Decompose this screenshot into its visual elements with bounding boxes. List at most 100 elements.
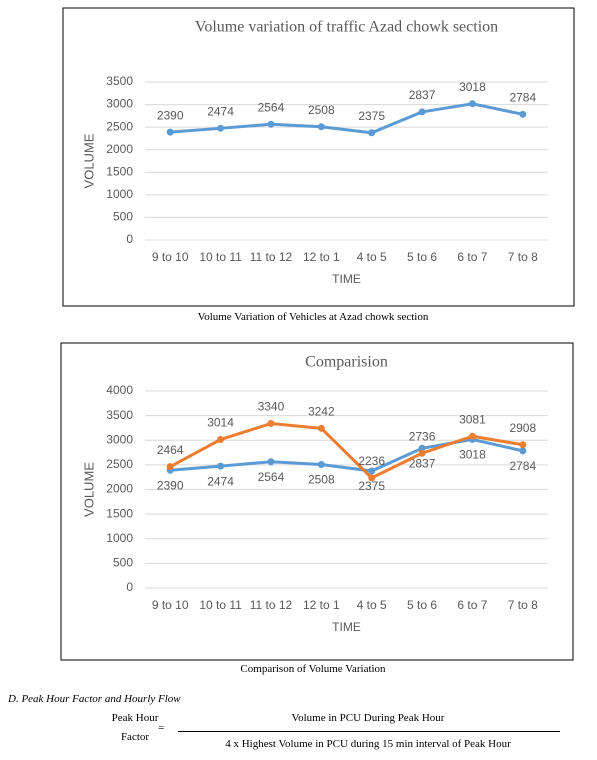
data-label: 2837: [409, 88, 436, 102]
data-point: [368, 467, 376, 475]
charts: Volume variation of traffic Azad chowk s…: [60, 7, 575, 661]
data-label: 2375: [358, 109, 385, 123]
data-point: [418, 449, 426, 457]
chart-title: Volume variation of traffic Azad chowk s…: [195, 19, 498, 36]
y-tick-label: 3000: [106, 432, 133, 446]
x-tick-label: 4 to 5: [357, 250, 387, 264]
data-label: 2837: [409, 456, 436, 470]
formula-lhs: Peak Hour: [111, 712, 159, 724]
data-label: 2784: [509, 459, 536, 473]
x-tick-label: 11 to 12: [250, 598, 293, 612]
data-label: 2736: [409, 429, 436, 443]
x-tick-label: 5 to 6: [407, 598, 437, 612]
data-label: 3081: [459, 412, 486, 426]
data-label: 2908: [509, 421, 536, 435]
data-point: [317, 424, 325, 432]
y-tick-label: 3500: [106, 408, 133, 422]
x-tick-label: 6 to 7: [457, 598, 487, 612]
data-point: [166, 463, 174, 471]
data-point: [267, 120, 275, 128]
formula-lhs: Factor: [120, 731, 150, 743]
data-label: 2236: [358, 454, 385, 468]
data-point: [317, 123, 325, 131]
formula-denominator: 4 x Highest Volume in PCU during 15 min …: [225, 738, 511, 750]
data-label: 2390: [157, 478, 184, 492]
data-point: [519, 447, 527, 455]
x-tick-label: 4 to 5: [357, 598, 387, 612]
data-point: [217, 436, 225, 444]
data-label: 2564: [258, 100, 285, 114]
series-line: [170, 102, 524, 135]
data-point: [468, 432, 476, 440]
data-label: 3242: [308, 405, 335, 419]
data-point: [317, 460, 325, 468]
y-tick-label: 500: [113, 210, 133, 224]
data-point: [418, 444, 426, 452]
data-point: [519, 441, 527, 449]
y-axis-label: VOLUME: [81, 133, 96, 188]
data-point: [468, 100, 476, 108]
x-axis-label: TIME: [332, 272, 361, 286]
data-label: 3018: [459, 448, 486, 462]
data-point: [217, 124, 225, 132]
x-tick-label: 5 to 6: [407, 250, 437, 264]
y-tick-label: 2000: [106, 142, 133, 156]
data-point: [166, 128, 174, 136]
x-tick-label: 9 to 10: [152, 250, 189, 264]
caption: Comparison of Volume Variation: [240, 663, 386, 675]
y-tick-label: 4000: [106, 383, 133, 397]
data-label: 2564: [258, 470, 285, 484]
data-label: 3014: [207, 416, 234, 430]
data-label: 3018: [459, 80, 486, 94]
formula-equals: =: [158, 722, 165, 734]
data-label: 3340: [258, 400, 285, 414]
x-tick-label: 10 to 11: [199, 598, 242, 612]
caption: Volume Variation of Vehicles at Azad cho…: [197, 311, 429, 323]
y-tick-label: 1500: [106, 164, 133, 178]
data-label: 2375: [358, 479, 385, 493]
data-label: 2508: [308, 473, 335, 487]
y-tick-label: 3000: [106, 97, 133, 111]
y-axis-label: VOLUME: [81, 462, 96, 517]
y-tick-label: 1000: [106, 187, 133, 201]
data-point: [267, 458, 275, 466]
x-tick-label: 9 to 10: [152, 598, 189, 612]
data-label: 2474: [207, 474, 234, 488]
data-point: [418, 108, 426, 116]
chart-frame: [60, 342, 574, 661]
x-tick-label: 12 to 1: [303, 250, 340, 264]
data-label: 2784: [509, 90, 536, 104]
data-label: 2508: [308, 103, 335, 117]
x-axis-label: TIME: [332, 620, 361, 634]
x-tick-label: 7 to 8: [508, 598, 538, 612]
y-tick-label: 3500: [106, 74, 133, 88]
data-point: [217, 462, 225, 470]
y-tick-label: 500: [113, 556, 133, 570]
data-label: 2464: [157, 443, 184, 457]
y-tick-label: 0: [126, 580, 133, 594]
x-tick-label: 10 to 11: [199, 250, 242, 264]
data-point: [267, 420, 275, 428]
chart-frame: [62, 7, 575, 307]
x-tick-label: 6 to 7: [457, 250, 487, 264]
y-tick-label: 2000: [106, 482, 133, 496]
data-label: 2474: [207, 104, 234, 118]
fraction-line: [178, 731, 560, 732]
formula-numerator: Volume in PCU During Peak Hour: [291, 712, 445, 724]
chart-title: Comparision: [305, 354, 388, 371]
data-point: [368, 474, 376, 482]
y-tick-label: 1500: [106, 506, 133, 520]
y-tick-label: 2500: [106, 457, 133, 471]
series-line: [169, 421, 524, 480]
y-tick-label: 0: [126, 232, 133, 246]
x-tick-label: 7 to 8: [508, 250, 538, 264]
data-label: 2390: [157, 108, 184, 122]
y-tick-label: 2500: [106, 119, 133, 133]
data-point: [519, 110, 527, 118]
section-heading: D. Peak Hour Factor and Hourly Flow: [8, 693, 181, 705]
series-line: [170, 437, 524, 473]
x-tick-label: 11 to 12: [250, 250, 293, 264]
x-tick-label: 12 to 1: [303, 598, 340, 612]
y-tick-label: 1000: [106, 531, 133, 545]
